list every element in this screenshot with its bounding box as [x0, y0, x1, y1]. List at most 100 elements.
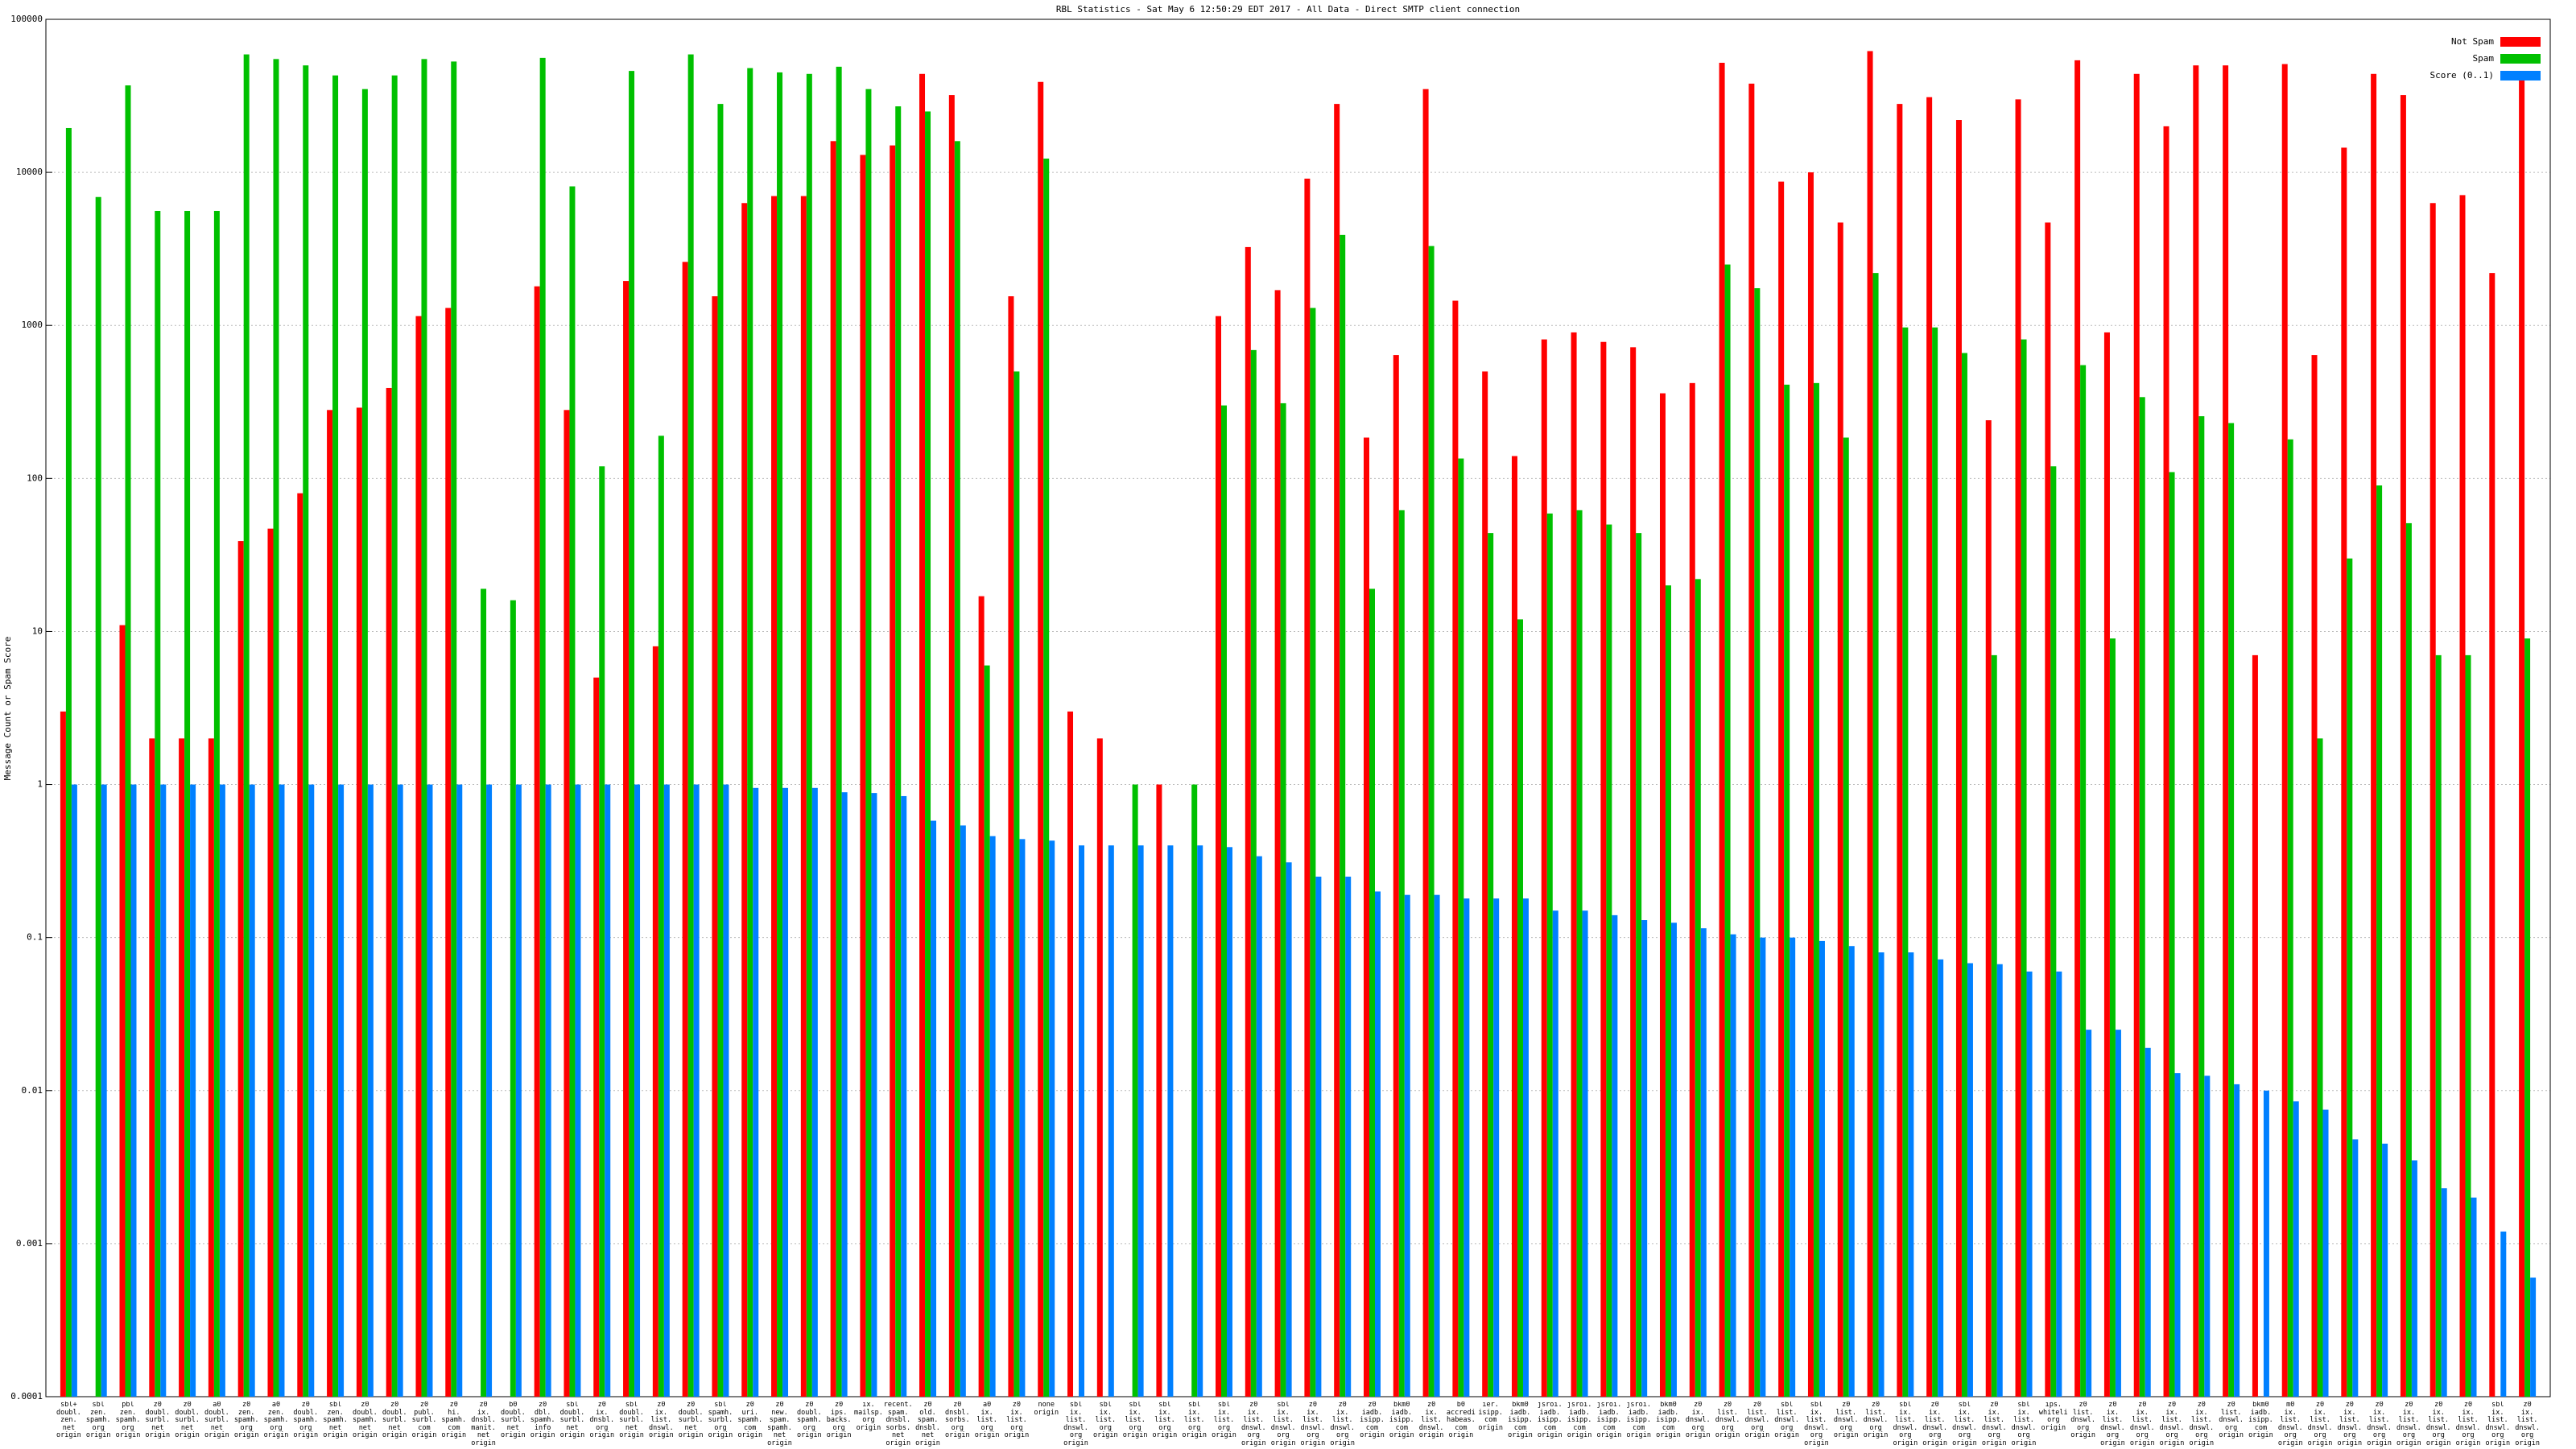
bar: [747, 68, 753, 1397]
bar: [155, 210, 161, 1397]
bar: [481, 588, 487, 1397]
bar: [1345, 877, 1352, 1397]
bar: [2228, 423, 2235, 1397]
bar: [2441, 1188, 2447, 1397]
bar: [2050, 466, 2057, 1397]
bar: [1043, 159, 1050, 1397]
bar: [901, 795, 907, 1397]
x-tick-label: none origin: [1034, 1402, 1059, 1417]
y-tick-label: 0.01: [22, 1085, 43, 1096]
bar: [361, 89, 368, 1397]
x-tick-label: sbl ix. list. org origin: [1122, 1402, 1148, 1439]
bar: [777, 72, 783, 1397]
bar: [800, 196, 807, 1397]
bar: [1334, 104, 1340, 1397]
bar: [575, 784, 581, 1397]
bar: [338, 784, 345, 1397]
x-tick-label: z0 list. dnswl. org origin: [1833, 1402, 1859, 1439]
bar: [2163, 126, 2169, 1397]
x-tick-label: sbl zen. spamh. net origin: [323, 1402, 348, 1439]
bar: [1227, 847, 1233, 1397]
bar: [1038, 81, 1044, 1397]
bar: [2411, 1160, 2417, 1397]
bar: [1079, 845, 1085, 1397]
bar: [1897, 104, 1903, 1397]
bar: [534, 286, 540, 1397]
bar: [717, 104, 724, 1397]
bar: [1872, 273, 1879, 1397]
bar: [1304, 178, 1311, 1397]
x-tick-label: z0 ips. backs. org origin: [826, 1402, 852, 1439]
x-tick-label: sbl+ doubl. zen. net origin: [56, 1402, 81, 1439]
bar: [1985, 420, 1992, 1397]
bar: [545, 784, 551, 1397]
bar: [2519, 78, 2525, 1397]
bar: [871, 793, 877, 1397]
x-tick-label: z0 ix. list. dnswl. org origin: [2425, 1402, 2451, 1447]
bar: [1315, 877, 1322, 1397]
bar: [65, 127, 72, 1397]
bar: [658, 436, 664, 1397]
bar: [1363, 437, 1369, 1397]
bar: [2145, 1047, 2151, 1397]
x-tick-label: m0 ix. list. dnswl. org origin: [2277, 1402, 2303, 1447]
x-tick-label: z0 iadb. isipp. com origin: [1360, 1402, 1385, 1439]
x-tick-label: pbl zen. spamh. org origin: [115, 1402, 141, 1439]
bar: [1286, 862, 1292, 1397]
y-tick-label: 0.001: [16, 1238, 43, 1249]
bar: [1878, 952, 1885, 1397]
bar: [984, 665, 990, 1397]
bar: [2322, 1109, 2329, 1397]
legend-label: Score (0..1): [2430, 70, 2494, 80]
x-tick-label: jsroi. iadb. isipp. com origin: [1626, 1402, 1652, 1439]
bar: [367, 784, 374, 1397]
bar: [1428, 246, 1435, 1397]
bar: [2169, 472, 2175, 1397]
x-tick-label: bkm0 iadb. isipp. com origin: [1656, 1402, 1681, 1439]
bar: [273, 59, 279, 1397]
x-tick-label: sbl ix. list. dnswl. org origin: [2011, 1402, 2037, 1447]
x-tick-label: jsroi. iadb. isipp. com origin: [1567, 1402, 1592, 1439]
bar: [2465, 654, 2471, 1397]
bar: [1067, 711, 1074, 1397]
bar: [1493, 898, 1500, 1397]
bar: [753, 787, 759, 1397]
bar: [1482, 371, 1488, 1397]
x-tick-label: z0 ix. list. dnswl. org origin: [2396, 1402, 2421, 1447]
bar: [2026, 971, 2033, 1397]
x-tick-label: sbl zen. spamh. org origin: [85, 1402, 111, 1439]
x-tick-label: sbl ix. list. org origin: [1212, 1402, 1236, 1439]
bar: [1932, 327, 1938, 1397]
bar: [1310, 308, 1316, 1397]
bar: [2103, 332, 2110, 1397]
x-tick-label: z0 ix. list. dnswl. org origin: [1241, 1402, 1266, 1447]
x-tick-label: z0 ix. list. dnswl. org origin: [2367, 1402, 2392, 1447]
x-tick-label: z0 new. spam. spamh. net origin: [767, 1402, 792, 1447]
x-tick-label: z0 dbl. spamh. info origin: [530, 1402, 555, 1439]
bar: [1250, 349, 1257, 1397]
bar: [332, 75, 339, 1397]
legend-label: Spam: [2473, 53, 2495, 64]
bar: [652, 646, 658, 1397]
x-tick-label: sbl ix. list. org origin: [1182, 1402, 1208, 1439]
bar: [2376, 485, 2383, 1397]
x-tick-label: z0 list. dnswl. org origin: [1744, 1402, 1770, 1439]
bar: [1754, 288, 1761, 1397]
x-tick-label: z0 list. dnswl. org origin: [2070, 1402, 2095, 1439]
bar: [1955, 120, 1962, 1397]
bar: [1996, 964, 2003, 1397]
bar: [1784, 384, 1790, 1397]
bar: [2015, 99, 2021, 1397]
bar: [1748, 83, 1755, 1397]
bar: [605, 784, 611, 1397]
bar: [237, 541, 244, 1397]
bar: [1013, 371, 1020, 1397]
bar: [771, 196, 778, 1397]
x-tick-label: z0 list. dnswl. org origin: [2219, 1402, 2244, 1439]
bar: [1843, 437, 1849, 1397]
x-tick-label: z0 doubl. spamh. net origin: [353, 1402, 378, 1439]
y-tick-label: 10000: [16, 167, 43, 177]
bar: [2311, 355, 2318, 1397]
bar: [101, 784, 107, 1397]
bar: [1197, 845, 1203, 1397]
